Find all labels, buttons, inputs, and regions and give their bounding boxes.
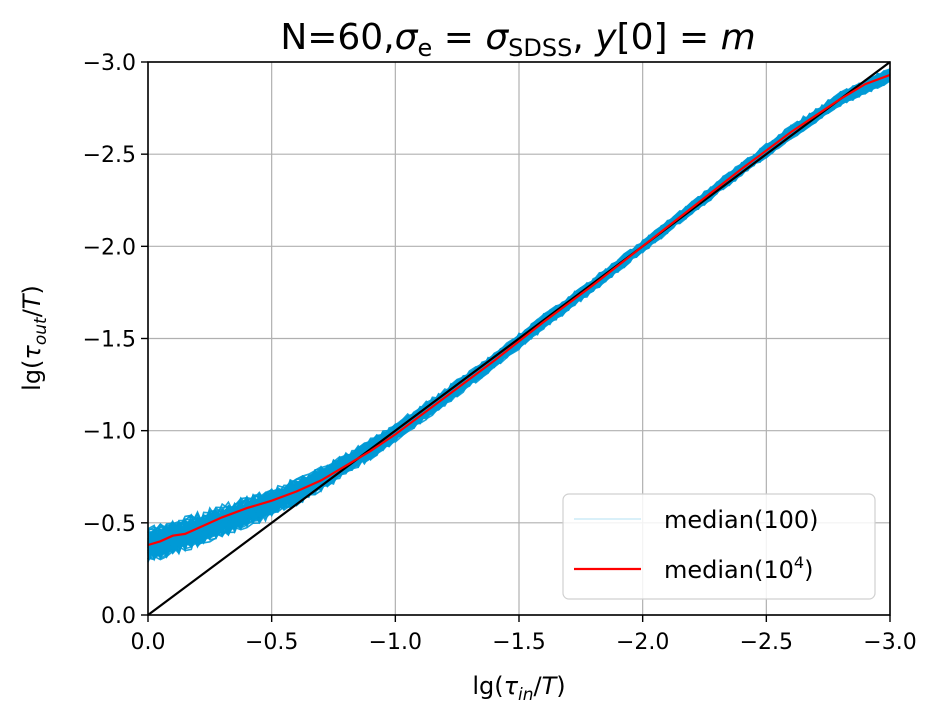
title-eq2: = bbox=[668, 17, 721, 58]
legend-label-median-100: median(100) bbox=[664, 506, 819, 534]
title-sigma2: σ bbox=[485, 17, 509, 58]
x-tick-label: −2.0 bbox=[616, 630, 669, 655]
y-tick-label: −3.0 bbox=[83, 51, 136, 76]
x-tick-label: −2.5 bbox=[740, 630, 793, 655]
x-axis-label: lg(τin/T) bbox=[472, 672, 565, 705]
title-sigma: σ bbox=[395, 17, 419, 58]
legend-box bbox=[562, 493, 876, 600]
median-10000-line bbox=[147, 73, 891, 547]
identity-line bbox=[147, 61, 891, 616]
y-tick-label: −0.5 bbox=[83, 512, 136, 537]
title-m: m bbox=[721, 17, 756, 58]
title-y: y bbox=[594, 17, 617, 58]
title-eq1: = bbox=[432, 17, 485, 58]
title-sub-e: e bbox=[418, 34, 433, 62]
y-tick-label: −2.5 bbox=[83, 143, 136, 168]
title-bracket: [0] bbox=[617, 17, 668, 58]
title-prefix: N=60, bbox=[280, 17, 394, 58]
title-comma: , bbox=[572, 17, 595, 58]
x-tick-label: −0.5 bbox=[245, 630, 298, 655]
y-tick-label: 0.0 bbox=[101, 604, 136, 629]
legend: median(100) median(104) bbox=[562, 493, 876, 600]
chart-title: N=60,σe = σSDSS, y[0] = m bbox=[280, 17, 755, 62]
x-tick-label: 0.0 bbox=[131, 630, 166, 655]
x-tick-label: −1.0 bbox=[369, 630, 422, 655]
y-tick-label: −1.5 bbox=[83, 328, 136, 353]
axis-ticks: 0.0 −0.5 −1.0 −1.5 −2.0 −2.5 −3.0 0.0 −0.5 −1.0 −1… bbox=[83, 51, 917, 655]
x-tick-label: −1.5 bbox=[492, 630, 545, 655]
y-tick-label: −1.0 bbox=[83, 420, 136, 445]
title-sub-sdss: SDSS bbox=[508, 34, 572, 62]
x-tick-label: −3.0 bbox=[863, 630, 916, 655]
y-tick-label: −2.0 bbox=[83, 235, 136, 260]
y-axis-label: lg(τout/T) bbox=[18, 285, 51, 391]
legend-label-median-10000: median(104) bbox=[664, 553, 813, 584]
series-lines bbox=[147, 61, 891, 616]
